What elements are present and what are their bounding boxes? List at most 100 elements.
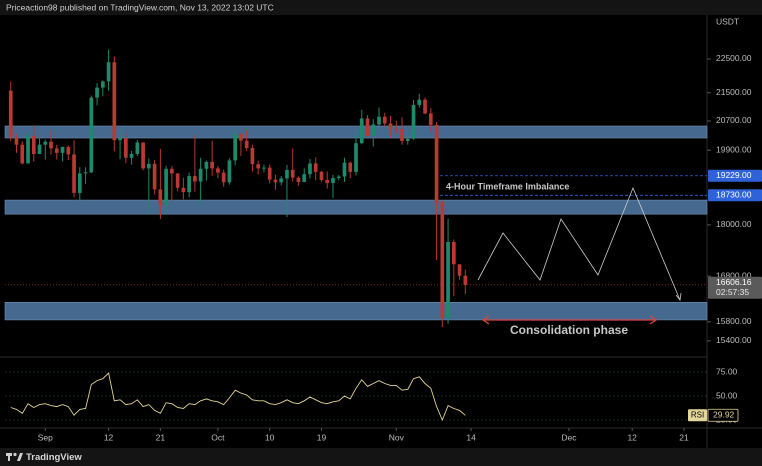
candle-body	[129, 153, 134, 158]
last-price-bg	[708, 276, 762, 299]
candle-body	[170, 168, 174, 174]
candle-body	[95, 87, 99, 98]
x-tick-label: 21	[156, 432, 166, 442]
rsi-name-bg	[688, 409, 707, 422]
candle-body	[227, 160, 232, 183]
candle-body	[164, 168, 168, 205]
candle-body	[187, 176, 191, 193]
candle-body	[290, 169, 295, 178]
candle-body	[428, 113, 433, 125]
rsi-value: 29.92	[713, 410, 735, 420]
rsi-tick-label: 50.00	[716, 390, 738, 400]
candle-body	[256, 164, 261, 169]
candle-body	[342, 162, 347, 177]
x-tick-label: Nov	[389, 432, 405, 442]
candle-body	[239, 133, 243, 141]
candle-body	[325, 179, 330, 184]
candle-body	[388, 123, 393, 129]
candle-body	[204, 161, 209, 169]
candle-body	[8, 90, 13, 138]
y-tick-label: 15800.00	[716, 316, 752, 326]
candle-body	[446, 241, 450, 319]
candle-body	[49, 141, 53, 149]
candle-body	[244, 140, 249, 149]
x-tick-label: 19	[317, 432, 327, 442]
x-tick-label: 21	[679, 432, 689, 442]
candle-body	[250, 148, 255, 165]
x-tick-label: 12	[627, 432, 637, 442]
y-tick-label: 19900.00	[716, 145, 752, 155]
rsi-value-bg	[707, 408, 739, 422]
candle-body	[14, 137, 19, 145]
candle-body	[60, 146, 65, 153]
candle-body	[405, 138, 410, 141]
candle-body	[457, 264, 462, 276]
x-tick-label: Oct	[211, 432, 225, 442]
candle-body	[267, 167, 272, 180]
candle-body	[181, 187, 186, 193]
candle-body	[123, 138, 128, 158]
x-tick-label: 14	[466, 432, 476, 442]
candle-body	[400, 128, 404, 141]
level-label-bg	[708, 189, 762, 202]
candle-body	[141, 142, 145, 169]
candle-body	[147, 163, 151, 169]
candle-body	[193, 176, 197, 182]
candle-body	[313, 163, 318, 172]
y-tick-label: 18000.00	[716, 219, 752, 229]
candle-body	[26, 135, 30, 164]
rsi-name: RSI	[691, 410, 704, 419]
candle-body	[83, 172, 88, 174]
candle-body	[152, 163, 157, 190]
y-tick-label: 21500.00	[716, 87, 752, 97]
candle-body	[394, 128, 399, 130]
footer-bar	[0, 448, 762, 466]
candle-body	[463, 275, 468, 285]
footer: TradingView	[26, 452, 82, 463]
candle-body	[434, 124, 439, 203]
candle-body	[382, 116, 387, 124]
candle-body	[54, 148, 59, 153]
candle-body	[285, 169, 289, 179]
rsi-line	[10, 372, 466, 422]
candle-body	[308, 163, 312, 175]
candle-body	[279, 178, 284, 183]
footer-logo	[6, 452, 23, 461]
candle-body	[198, 168, 203, 182]
currency: USDT	[716, 16, 739, 26]
last-price-label: 16606.16	[716, 277, 752, 287]
candle-body	[210, 161, 214, 169]
candle-body	[423, 99, 427, 114]
candle-body	[72, 154, 76, 193]
candle-body	[273, 179, 278, 183]
candle-body	[336, 176, 341, 179]
candle-body	[262, 167, 266, 169]
candle-body	[371, 124, 376, 136]
candle-body	[66, 146, 71, 155]
projection-path	[477, 186, 681, 301]
y-tick-label: 22500.00	[716, 53, 752, 63]
countdown: 02:57:35	[716, 287, 749, 297]
candle-body	[296, 177, 301, 182]
candle-body	[43, 141, 48, 145]
header-bar	[0, 0, 762, 15]
imbalance-label: 4-Hour Timeframe Imbalance	[446, 181, 569, 191]
candle-body	[354, 143, 358, 172]
rsi-tick-label: 75.00	[716, 366, 738, 376]
x-tick-label: 12	[104, 432, 114, 442]
candle-body	[106, 62, 111, 82]
candle-body	[100, 81, 105, 88]
candle-body	[348, 162, 353, 172]
candle-body	[175, 173, 180, 188]
consolidation-arrowheads	[481, 315, 658, 325]
candle-body	[440, 202, 445, 319]
candle-body	[112, 62, 117, 141]
header: Priceaction98 published on TradingView.c…	[6, 2, 274, 12]
level-label-bg	[708, 169, 762, 182]
zone	[4, 199, 708, 215]
candle-body	[158, 189, 163, 205]
candle-body	[77, 173, 82, 193]
level-label: 18730.00	[716, 190, 752, 200]
